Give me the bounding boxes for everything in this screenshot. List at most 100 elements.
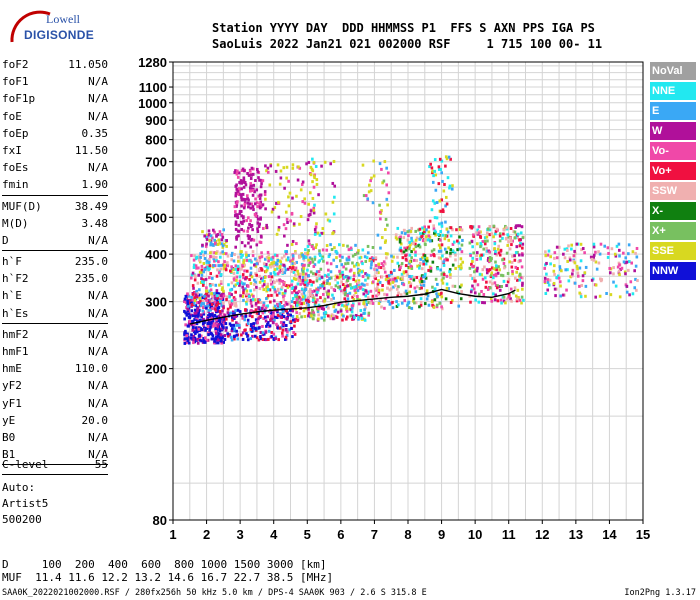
- echo-point: [232, 271, 236, 275]
- echo-point: [348, 291, 352, 295]
- echo-point: [282, 295, 285, 299]
- echo-point: [322, 318, 326, 322]
- x-tick-label: 5: [304, 527, 311, 542]
- echo-point: [494, 274, 498, 278]
- echo-point: [432, 227, 436, 231]
- echo-point: [195, 266, 198, 270]
- echo-point: [210, 332, 214, 336]
- echo-point: [326, 293, 329, 297]
- echo-point: [261, 311, 265, 315]
- echo-point: [552, 264, 556, 268]
- echo-point: [257, 317, 260, 321]
- echo-point: [428, 219, 432, 223]
- echo-point: [222, 304, 225, 308]
- echo-point: [448, 184, 452, 188]
- echo-point: [328, 253, 332, 257]
- echo-point: [229, 335, 233, 339]
- echo-point: [262, 301, 266, 305]
- echo-point: [300, 302, 303, 306]
- echo-point: [447, 155, 451, 159]
- echo-point: [293, 261, 297, 265]
- echo-point: [445, 282, 449, 286]
- echo-point: [507, 295, 510, 299]
- echo-point: [347, 258, 351, 262]
- echo-point: [200, 315, 204, 319]
- echo-point: [236, 264, 240, 268]
- echo-point: [332, 258, 336, 262]
- echo-point: [399, 246, 402, 250]
- echo-point: [246, 284, 250, 288]
- echo-point: [553, 272, 556, 276]
- echo-point: [507, 293, 511, 297]
- echo-point: [241, 192, 245, 196]
- echo-point: [225, 239, 228, 243]
- echo-point: [388, 282, 392, 286]
- x-tick-label: 3: [237, 527, 244, 542]
- echo-point: [295, 315, 299, 319]
- echo-point: [437, 292, 441, 296]
- echo-point: [256, 217, 260, 221]
- param-label: D: [2, 233, 9, 247]
- echo-point: [344, 262, 347, 266]
- echo-point: [408, 260, 412, 264]
- x-tick-label: 6: [337, 527, 344, 542]
- echo-point: [418, 227, 422, 231]
- echo-point: [285, 284, 288, 288]
- echo-point: [205, 326, 208, 330]
- echo-point: [274, 337, 277, 341]
- echo-point: [215, 274, 219, 278]
- echo-point: [552, 281, 556, 285]
- echo-point: [285, 176, 288, 180]
- echo-point: [282, 298, 286, 302]
- echo-point: [433, 216, 437, 220]
- echo-point: [555, 276, 558, 280]
- echo-point: [307, 282, 310, 286]
- echo-point: [492, 273, 496, 277]
- echo-point: [334, 278, 337, 282]
- echo-point: [265, 255, 269, 259]
- echo-point: [286, 285, 290, 289]
- echo-point: [357, 316, 360, 320]
- echo-point: [512, 291, 515, 295]
- param-value: N/A: [88, 396, 108, 410]
- echo-point: [449, 273, 452, 277]
- echo-point: [269, 300, 272, 304]
- echo-point: [266, 266, 270, 270]
- echo-point: [333, 246, 336, 250]
- echo-point: [260, 182, 263, 186]
- echo-point: [422, 227, 426, 231]
- echo-point: [296, 303, 299, 307]
- echo-point: [285, 165, 289, 169]
- echo-point: [302, 272, 305, 276]
- echo-point: [280, 313, 284, 317]
- echo-point: [211, 316, 215, 320]
- echo-point: [220, 311, 223, 315]
- echo-point: [267, 337, 270, 341]
- echo-point: [313, 203, 316, 207]
- echo-point: [430, 239, 434, 243]
- echo-point: [329, 270, 333, 274]
- echo-point: [261, 226, 265, 230]
- echo-point: [241, 282, 245, 286]
- echo-point: [417, 228, 420, 232]
- echo-point: [330, 314, 333, 318]
- echo-point: [409, 282, 413, 286]
- echo-point: [360, 282, 364, 286]
- echo-point: [299, 188, 303, 192]
- echo-point: [389, 270, 393, 274]
- echo-point: [237, 255, 240, 259]
- echo-point: [272, 260, 276, 264]
- echo-point: [400, 272, 404, 276]
- echo-point: [286, 311, 289, 315]
- echo-point: [619, 268, 622, 272]
- echo-point: [630, 261, 634, 265]
- echo-point: [452, 240, 456, 244]
- echo-point: [226, 311, 230, 315]
- echo-point: [275, 316, 279, 320]
- echo-point: [509, 297, 512, 301]
- echo-point: [485, 268, 489, 272]
- echo-point: [612, 280, 615, 284]
- echo-point: [243, 244, 247, 248]
- echo-point: [203, 268, 207, 272]
- echo-point: [508, 247, 512, 251]
